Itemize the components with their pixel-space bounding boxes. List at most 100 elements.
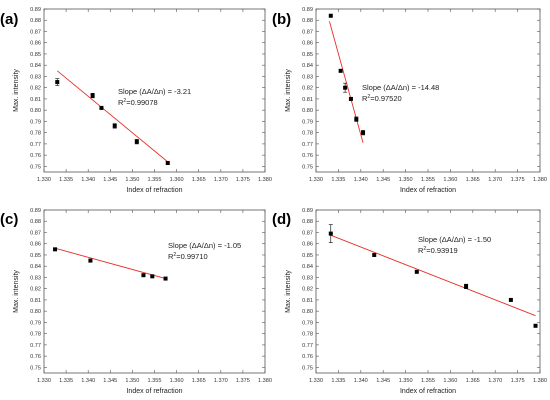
y-tick-label: 0.86 [302, 242, 313, 248]
y-tick-label: 0.88 [30, 18, 41, 24]
x-tick-label: 1.340 [81, 177, 95, 183]
x-tick-label: 1.350 [125, 378, 139, 384]
x-tick-label: 1.330 [37, 177, 51, 183]
r-squared-value: =0.93919 [426, 246, 458, 255]
r-squared-value: =0.99078 [126, 98, 158, 107]
data-point [372, 252, 377, 257]
slope-annotation: Slope (ΔA/Δn) = -1.05 [168, 241, 241, 250]
y-tick-label: 0.77 [302, 343, 313, 349]
y-tick-label: 0.80 [302, 108, 313, 114]
x-tick-label: 1.360 [443, 177, 457, 183]
y-axis-title: Max. intensity [13, 270, 20, 313]
x-axis-title: Index of refraction [126, 388, 182, 395]
x-tick-label: 1.365 [466, 177, 480, 183]
x-tick-label: 1.380 [533, 177, 547, 183]
y-tick-label: 0.85 [302, 52, 313, 58]
x-tick-label: 1.330 [37, 378, 51, 384]
x-tick-label: 1.335 [59, 177, 73, 183]
data-point [163, 276, 168, 281]
data-point [533, 323, 538, 328]
fit-line [56, 70, 169, 163]
x-tick-label: 1.355 [148, 378, 162, 384]
x-tick-label: 1.355 [421, 177, 435, 183]
r-squared-symbol: R [362, 94, 368, 103]
x-tick-label: 1.335 [331, 378, 345, 384]
y-tick-label: 0.75 [30, 365, 41, 371]
panel-label: (d) [272, 211, 291, 228]
y-tick-label: 0.77 [30, 142, 41, 148]
y-tick-label: 0.79 [302, 119, 313, 125]
y-tick-label: 0.83 [302, 275, 313, 281]
x-tick-label: 1.375 [511, 177, 525, 183]
y-tick-label: 0.86 [302, 41, 313, 47]
x-tick-label: 1.360 [170, 378, 184, 384]
x-tick-label: 1.355 [148, 177, 162, 183]
x-tick-label: 1.330 [309, 177, 323, 183]
y-tick-label: 0.84 [302, 264, 313, 270]
panel-b: 1.330 1.335 1.340 1.345 1.350 1.355 1.360 1.365… [272, 7, 547, 194]
panel-d: 1.330 1.335 1.340 1.345 1.350 1.355 1.360 1.365… [272, 208, 547, 395]
y-tick-label: 0.78 [302, 131, 313, 137]
x-tick-label: 1.365 [466, 378, 480, 384]
x-tick-label: 1.370 [214, 177, 228, 183]
x-axis-title: Index of refraction [400, 187, 456, 194]
r-squared-value: =0.97520 [370, 94, 402, 103]
y-tick-label: 0.89 [302, 208, 313, 214]
r-squared-superscript: 2 [173, 252, 176, 258]
panel-a: 1.330 1.335 1.340 1.345 1.350 1.355 1.360 1.365… [0, 7, 272, 194]
y-tick-label: 0.75 [302, 365, 313, 371]
x-axis-title: Index of refraction [400, 388, 456, 395]
y-tick-label: 0.83 [30, 74, 41, 80]
x-tick-label: 1.360 [443, 378, 457, 384]
y-axis-title: Max. intensity [285, 69, 292, 112]
y-tick-label: 0.79 [302, 320, 313, 326]
y-tick-label: 0.85 [302, 253, 313, 259]
y-tick-label: 0.78 [30, 131, 41, 137]
y-tick-label: 0.87 [302, 29, 313, 35]
x-tick-label: 1.345 [103, 177, 117, 183]
x-tick-label: 1.335 [59, 378, 73, 384]
r-squared-annotation: R2=0.99710 [168, 252, 208, 261]
y-tick-label: 0.77 [302, 142, 313, 148]
panel-c: 1.330 1.335 1.340 1.345 1.350 1.355 1.360 1.365… [0, 208, 272, 395]
data-point [53, 247, 58, 252]
data-point [328, 13, 333, 18]
y-tick-label: 0.81 [302, 298, 313, 304]
y-tick-label: 0.89 [302, 7, 313, 13]
fit-line [329, 21, 364, 143]
y-tick-label: 0.82 [30, 287, 41, 293]
r-squared-symbol: R [168, 252, 174, 261]
x-tick-label: 1.375 [236, 177, 250, 183]
y-tick-label: 0.77 [30, 343, 41, 349]
data-point [361, 130, 366, 135]
y-tick-label: 0.88 [30, 219, 41, 225]
data-point [414, 269, 419, 274]
slope-annotation: Slope (ΔA/Δn) = -1.50 [418, 235, 491, 244]
y-tick-label: 0.89 [30, 208, 41, 214]
y-tick-label: 0.86 [30, 41, 41, 47]
y-tick-label: 0.81 [302, 97, 313, 103]
x-tick-label: 1.345 [376, 177, 390, 183]
y-tick-label: 0.87 [30, 230, 41, 236]
y-tick-label: 0.83 [302, 74, 313, 80]
r-squared-annotation: R2=0.93919 [418, 246, 458, 255]
y-tick-label: 0.75 [302, 164, 313, 170]
r-squared-symbol: R [418, 246, 424, 255]
y-tick-label: 0.78 [302, 332, 313, 338]
fit-line [329, 234, 536, 317]
y-tick-label: 0.80 [302, 309, 313, 315]
x-tick-label: 1.365 [192, 378, 206, 384]
y-tick-label: 0.83 [30, 275, 41, 281]
y-tick-label: 0.80 [30, 309, 41, 315]
fit-line [54, 247, 166, 280]
panel-label: (a) [0, 11, 18, 28]
x-tick-label: 1.380 [258, 177, 272, 183]
data-point [134, 139, 139, 144]
data-point [338, 68, 343, 73]
x-axis-title: Index of refraction [126, 187, 182, 194]
x-tick-label: 1.355 [421, 378, 435, 384]
y-tick-label: 0.79 [30, 119, 41, 125]
x-tick-label: 1.350 [125, 177, 139, 183]
data-point [165, 161, 170, 166]
y-tick-label: 0.84 [30, 264, 41, 270]
